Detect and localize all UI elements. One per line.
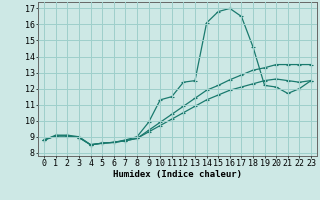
X-axis label: Humidex (Indice chaleur): Humidex (Indice chaleur) [113, 170, 242, 179]
